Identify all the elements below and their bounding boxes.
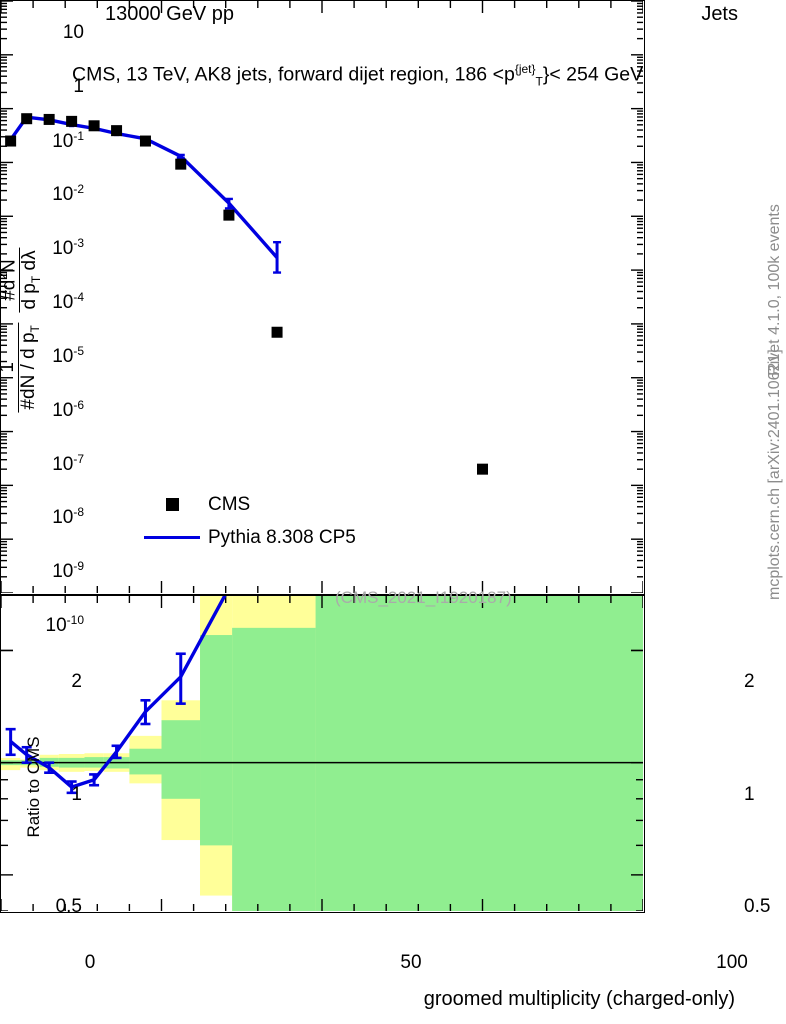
y-tick-label: 10-6 [52, 397, 84, 421]
title-superscript: {jet} [514, 62, 536, 76]
y-axis-frac-inner: #d2N d pT dλ [0, 247, 43, 313]
legend-label-pythia: Pythia 8.308 CP5 [208, 526, 356, 548]
legend-item-cms[interactable]: CMS [142, 488, 356, 521]
ratio-band-green [129, 748, 162, 775]
ratio-tick-label-left: 0.5 [55, 895, 82, 917]
title-suffix: }< 254 GeV [542, 63, 644, 86]
y-axis-title: 1 #dN / d pT #d2N d pT dλ [0, 245, 44, 414]
ratio-band-green [232, 627, 316, 911]
legend-label-cms: CMS [208, 493, 251, 515]
ratio-tick-label-right: 2 [744, 671, 755, 693]
page-title: CMS, 13 TeV, AK8 jets, forward dijet reg… [72, 62, 643, 88]
header-beam-energy: 13000 GeV pp [105, 3, 234, 25]
legend: CMS Pythia 8.308 CP5 [142, 488, 356, 554]
legend-marker-square-icon [142, 498, 202, 511]
main-plot-panel [0, 0, 645, 595]
y-axis-frac-outer: 1 #dN / d pT [0, 322, 42, 413]
data-points-cms [5, 113, 488, 475]
ratio-band-green [315, 596, 643, 911]
ratio-tick-label-left: 2 [71, 671, 82, 693]
y-tick-label: 10-4 [52, 289, 84, 314]
y-tick-label: 10-8 [52, 505, 84, 529]
legend-marker-line-icon [142, 535, 202, 540]
ratio-plot-panel [0, 595, 645, 913]
y-tick-label: 10-2 [52, 182, 84, 206]
ratio-tick-label-right: 0.5 [744, 895, 771, 917]
x-tick-label: 0 [84, 952, 96, 973]
mcplots-source-caption: mcplots.cern.ch [arXiv:2401.10621] [766, 349, 783, 600]
x-axis-title: groomed multiplicity (charged-only) [423, 988, 735, 1010]
y-tick-label: 10-1 [52, 128, 84, 152]
y-tick-label: 10-9 [52, 559, 84, 583]
title-subscript: T [535, 74, 543, 89]
y-tick-label: 10-5 [52, 343, 84, 368]
x-tick-label: 50 [400, 952, 422, 973]
y-tick-label: 10-3 [52, 236, 84, 260]
ratio-band-green [200, 635, 233, 846]
ratio-tick-label-left: 1 [71, 783, 82, 805]
legend-item-pythia[interactable]: Pythia 8.308 CP5 [142, 521, 356, 554]
ratio-band-green [161, 720, 201, 799]
y-tick-label: 10 [62, 22, 84, 43]
y-tick-label: 1 [73, 75, 84, 97]
y-tick-label: 10-10 [45, 612, 84, 637]
header-analysis-category: Jets [701, 3, 738, 25]
y-tick-label: 10-7 [52, 451, 84, 475]
x-tick-label: 100 [716, 952, 748, 973]
ratio-curve-pythia [5, 596, 227, 795]
analysis-id-watermark: (CMS_2021_I1920187) [335, 588, 512, 607]
ratio-tick-label-right: 1 [744, 783, 755, 805]
title-prefix: CMS, 13 TeV, AK8 jets, forward dijet reg… [72, 63, 515, 86]
